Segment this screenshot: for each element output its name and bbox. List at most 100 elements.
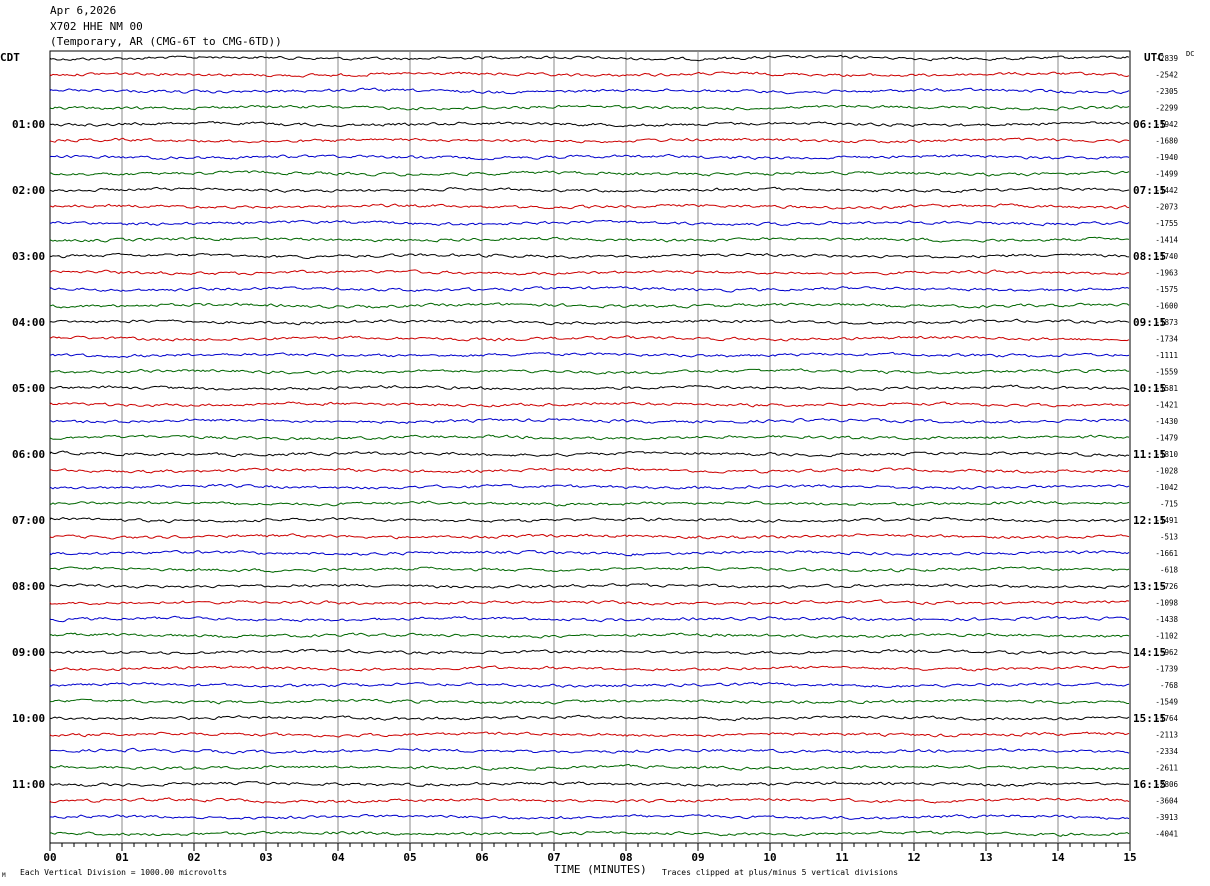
utc-hour-label: 15:15 [1133, 712, 1166, 725]
dc-offset-label: -1600 [1155, 302, 1178, 311]
seismic-trace [49, 186, 1130, 194]
dc-offset-label: -1764 [1155, 714, 1178, 723]
dc-offset-label: -1414 [1155, 236, 1178, 245]
dc-label: DC [1186, 50, 1195, 58]
cdt-hour-label: 06:00 [12, 448, 45, 461]
seismic-trace [49, 747, 1130, 755]
seismic-trace [49, 615, 1130, 623]
dc-offset-label: -726 [1160, 582, 1179, 591]
x-tick-label: 09 [691, 851, 704, 864]
seismic-trace [49, 830, 1130, 837]
seismic-trace [49, 780, 1130, 787]
dc-offset-label: -2299 [1155, 104, 1178, 113]
x-tick-label: 03 [259, 851, 272, 864]
seismic-trace [49, 533, 1130, 540]
seismic-trace [49, 566, 1130, 573]
network-info: (Temporary, AR (CMG-6T to CMG-6TD)) [50, 35, 282, 48]
plot-frame [49, 50, 1131, 844]
dc-offset-label: -1438 [1155, 615, 1178, 624]
dc-offset-label: -1559 [1155, 368, 1178, 377]
seismic-trace [49, 731, 1130, 738]
cdt-hour-label: 10:00 [12, 712, 45, 725]
dc-offset-label: -3913 [1155, 813, 1178, 822]
dc-offset-label: -1739 [1155, 665, 1178, 674]
dc-offset-label: -2073 [1155, 203, 1178, 212]
seismic-trace [49, 665, 1130, 672]
dc-offset-label: -1098 [1155, 599, 1178, 608]
seismic-trace [49, 417, 1130, 424]
dc-offset-label: -2305 [1155, 87, 1178, 96]
seismic-trace [49, 450, 1130, 458]
dc-offset-label: -1491 [1155, 516, 1178, 525]
seismic-trace [49, 384, 1130, 391]
seismic-trace [49, 797, 1130, 804]
seismic-trace [49, 219, 1130, 227]
seismic-trace [49, 153, 1130, 161]
seismic-trace [49, 269, 1129, 276]
x-axis-title: TIME (MINUTES) [554, 863, 647, 876]
x-tick-label: 02 [187, 851, 200, 864]
dc-offset-label: -1430 [1155, 417, 1178, 426]
seismic-trace [49, 368, 1130, 375]
cdt-hour-label: 02:00 [12, 184, 45, 197]
dc-offset-label: -2839 [1155, 54, 1178, 63]
dc-offset-label: -1102 [1155, 632, 1178, 641]
dc-offset-label: -2334 [1155, 747, 1178, 756]
dc-offset-label: -1810 [1155, 450, 1178, 459]
utc-hour-label: 08:15 [1133, 250, 1166, 263]
clip-note: Traces clipped at plus/minus 5 vertical … [662, 868, 899, 877]
seismic-trace [49, 516, 1130, 524]
utc-hour-label: 16:15 [1133, 778, 1166, 791]
cdt-hour-label: 09:00 [12, 646, 45, 659]
dc-offset-label: -1734 [1155, 335, 1178, 344]
seismic-trace [49, 104, 1130, 111]
x-tick-label: 06 [475, 851, 489, 864]
utc-hour-label: 13:15 [1133, 580, 1166, 593]
dc-offset-label: -715 [1160, 500, 1178, 509]
dc-offset-label: -1661 [1155, 549, 1178, 558]
dc-offset-label: -1963 [1155, 269, 1178, 278]
seismic-trace [49, 137, 1130, 144]
dc-offset-label: -4041 [1155, 830, 1178, 839]
dc-offset-label: -1940 [1155, 153, 1178, 162]
scale-note: Each Vertical Division = 1000.00 microvo… [20, 868, 228, 877]
utc-hour-label: 09:15 [1133, 316, 1166, 329]
plot-date: Apr 6,2026 [50, 4, 117, 17]
utc-hour-label: 06:15 [1133, 118, 1166, 131]
dc-offset-label: -2806 [1155, 780, 1178, 789]
dc-offset-label: -1028 [1155, 467, 1178, 476]
seismic-trace [49, 549, 1130, 557]
dc-offset-label: -3604 [1155, 797, 1178, 806]
seismic-trace [49, 318, 1130, 326]
seismic-trace [49, 335, 1130, 342]
seismic-trace [49, 483, 1130, 490]
utc-label: UTC [1144, 51, 1164, 64]
dc-offset-label: -1942 [1155, 120, 1178, 129]
dc-offset-label: -1499 [1155, 170, 1178, 179]
dc-offset-label: -768 [1160, 681, 1179, 690]
utc-hour-label: 12:15 [1133, 514, 1166, 527]
utc-hour-label: 07:15 [1133, 184, 1166, 197]
dc-offset-label: -1111 [1155, 351, 1178, 360]
dc-offset-label: -1442 [1155, 186, 1178, 195]
dc-offset-label: -962 [1160, 648, 1178, 657]
seismic-trace [49, 681, 1130, 688]
dc-offset-label: -2611 [1155, 764, 1178, 773]
x-tick-label: 05 [403, 851, 416, 864]
x-tick-label: 00 [43, 851, 56, 864]
seismic-trace [49, 714, 1130, 722]
seismic-trace [49, 599, 1130, 606]
cdt-hour-label: 03:00 [12, 250, 45, 263]
seismic-trace [49, 71, 1130, 78]
x-tick-label: 14 [1051, 851, 1065, 864]
corner-mark: M [2, 872, 6, 879]
seismic-trace [49, 120, 1130, 128]
dc-offset-label: -1581 [1155, 384, 1178, 393]
seismic-trace [49, 434, 1130, 441]
seismic-trace [49, 236, 1130, 243]
x-tick-label: 04 [331, 851, 345, 864]
dc-offset-label: -1421 [1155, 401, 1178, 410]
seismic-trace [49, 87, 1130, 95]
seismic-trace [49, 302, 1130, 309]
